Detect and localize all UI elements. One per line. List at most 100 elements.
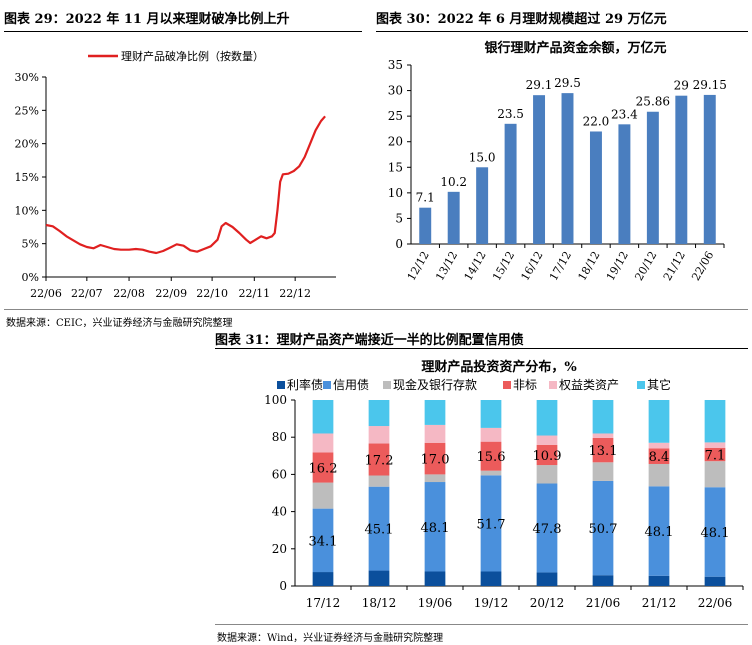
legend-swatch: [277, 381, 285, 389]
bar-segment: [368, 443, 390, 476]
bar-segment: [368, 486, 390, 571]
data-label: 29: [674, 79, 689, 93]
x-tick-label: 19/12: [474, 596, 509, 610]
legend-label: 信用债: [333, 378, 369, 392]
bar-segment: [424, 442, 446, 475]
data-label: 25.86: [636, 95, 670, 109]
legend-swatch: [549, 381, 557, 389]
data-label: 17.2: [365, 454, 394, 469]
x-tick-label: 13/12: [433, 249, 460, 283]
bar-segment: [312, 482, 334, 509]
figure-30-caption: 图表 30：2022 年 6 月理财规模超过 29 万亿元: [376, 12, 667, 27]
bar-segment: [480, 427, 502, 442]
legend-label: 理财产品破净比例（按数量）: [121, 49, 264, 63]
y-tick-label: 0%: [22, 271, 39, 284]
bar-segment: [536, 465, 558, 484]
bar-segment: [536, 435, 558, 445]
y-tick-label: 10%: [15, 204, 39, 217]
figure-29-line-chart: 0% 5% 10% 15% 20% 25% 30% 22/06 22/07 22/08 22/09 2…: [15, 49, 336, 300]
caption-rule-31: [215, 348, 748, 349]
x-tick-label: 18/12: [575, 249, 602, 283]
y-tick-label: 0: [279, 579, 287, 593]
data-label: 16.2: [309, 462, 338, 477]
bar-segment: [648, 442, 670, 449]
bar: [589, 131, 602, 244]
y-tick-label: 30: [388, 84, 403, 98]
figure-31-stacked-bar-chart: 理财产品投资资产分布，% 利率债 信用债 现金及银行存款 非标 权益类资产 其它 0 20 40 6…: [264, 359, 744, 610]
bar-segment: [592, 462, 614, 481]
data-label: 23.4: [611, 107, 638, 121]
bar: [675, 95, 688, 244]
legend-label: 利率债: [287, 377, 323, 392]
legend-label: 权益类资产: [559, 378, 619, 392]
y-tick-label: 20%: [15, 138, 39, 151]
bar-segment: [424, 400, 446, 425]
bar-segment: [368, 475, 390, 487]
bar-segment: [536, 444, 558, 466]
x-tick-label: 16/12: [519, 249, 546, 283]
bar-segment: [536, 400, 558, 436]
y-tick-label: 10: [388, 186, 403, 200]
x-tick-label: 21/06: [586, 596, 621, 610]
bar-segment: [312, 400, 334, 434]
bar-segment: [368, 426, 390, 444]
x-tick-label: 22/09: [155, 287, 187, 300]
caption-rule-left: [4, 31, 362, 32]
y-tick-label: 0: [395, 237, 403, 251]
x-tick-label: 12/12: [405, 249, 432, 283]
data-label: 29.1: [526, 78, 553, 92]
bar-segment: [480, 470, 502, 476]
legend-swatch: [383, 381, 391, 389]
legend-label: 其它: [647, 377, 671, 392]
bar-segment: [368, 400, 390, 427]
data-label: 13.1: [589, 444, 618, 459]
bar: [703, 94, 716, 244]
source-rule-29: [4, 309, 748, 310]
legend-swatch: [503, 381, 511, 389]
data-label: 15.6: [477, 450, 506, 465]
figure-29-source: 数据来源：CEIC，兴业证券经济与金融研究院整理: [6, 318, 233, 329]
data-label: 22.0: [583, 114, 610, 128]
chart-title: 理财产品投资资产分布，%: [421, 359, 577, 375]
x-tick-label: 22/07: [71, 287, 103, 300]
data-label: 48.1: [645, 525, 674, 540]
bar-segment: [480, 400, 502, 428]
bar-segment: [648, 575, 670, 586]
x-tick-label: 20/12: [632, 249, 659, 283]
data-label: 45.1: [365, 523, 394, 538]
bar-segment: [592, 480, 614, 576]
data-label: 29.5: [554, 76, 581, 90]
data-label: 17.0: [421, 453, 450, 468]
data-label: 51.7: [477, 517, 506, 532]
bar-segment: [536, 572, 558, 586]
y-tick-label: 35: [388, 58, 403, 72]
bar-segment: [704, 442, 726, 448]
y-tick-label: 30%: [15, 71, 39, 84]
x-tick-label: 22/06: [698, 596, 733, 610]
data-label: 23.5: [497, 107, 524, 121]
y-tick-label: 5: [395, 211, 403, 225]
x-tick-label: 21/12: [642, 596, 677, 610]
bar-segment: [312, 572, 334, 586]
caption-rule-right: [376, 31, 748, 32]
source-rule-31: [215, 624, 748, 625]
bar-segment: [424, 474, 446, 483]
bar-segment: [312, 452, 334, 483]
x-tick-label: 14/12: [462, 249, 489, 283]
x-tick-label: 17/12: [306, 596, 341, 610]
data-label: 29.15: [693, 78, 727, 92]
bar-segment: [648, 400, 670, 443]
x-tick-label: 22/06: [689, 249, 716, 283]
bar-segment: [424, 424, 446, 443]
x-tick-label: 22/10: [196, 287, 228, 300]
bar-segment: [704, 447, 726, 462]
bar-segment: [480, 475, 502, 572]
x-tick-label: 17/12: [547, 249, 574, 283]
y-tick-label: 80: [272, 430, 287, 444]
y-tick-label: 15%: [15, 171, 39, 184]
bar-segment: [424, 482, 446, 572]
x-tick-label: 19/12: [604, 249, 631, 283]
x-tick-label: 20/12: [530, 596, 565, 610]
bar-segment: [704, 461, 726, 488]
chart-title: 银行理财产品资金余额，万亿元: [484, 40, 666, 56]
